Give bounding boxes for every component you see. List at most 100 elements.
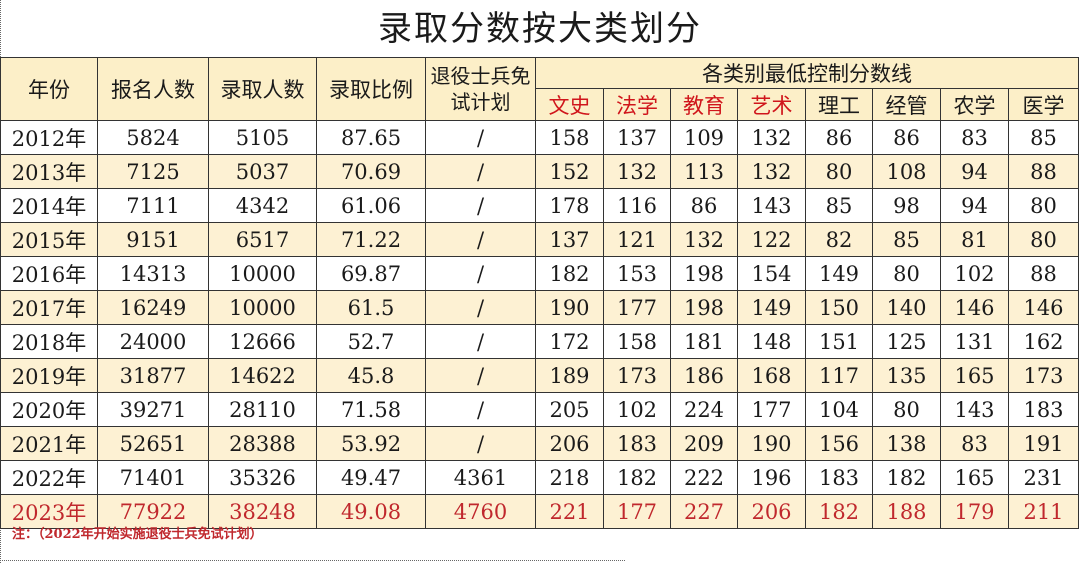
table-row: 2015年 9151 6517 71.22/137 121 132 122 82 85 81 80 xyxy=(0,222,1079,257)
score-cell: 132 xyxy=(670,222,738,257)
admitted-cell: 35326 xyxy=(208,460,317,495)
admitted-cell: 6517 xyxy=(208,222,317,257)
score-cell: 137 xyxy=(603,120,671,155)
score-cell: 154 xyxy=(737,256,806,291)
table-row: 2019年 31877 14622 45.8/189 173 186 168 117 135 16… xyxy=(0,358,1079,393)
year-cell: 2023年 xyxy=(0,494,98,529)
score-cell: 190 xyxy=(737,426,806,461)
applicants-cell: 77922 xyxy=(97,494,209,529)
header-category: 农学 xyxy=(940,88,1009,121)
score-cell: 206 xyxy=(737,494,806,529)
header-category: 教育 xyxy=(670,88,738,121)
score-cell: 177 xyxy=(603,494,671,529)
table-row: 2014年 7111 4342 61.06/178 116 86 143 85 98 94 80 xyxy=(0,188,1079,223)
score-cell: 86 xyxy=(872,120,941,155)
ratio-cell: 71.58 xyxy=(316,392,426,427)
score-cell: 183 xyxy=(1008,392,1079,427)
ratio-cell: 49.47 xyxy=(316,460,426,495)
score-cell: 132 xyxy=(737,154,806,189)
score-cell: 113 xyxy=(670,154,738,189)
table-row: 2021年 52651 28388 53.92/206 183 209 190 156 138 8… xyxy=(0,426,1079,461)
score-cell: 116 xyxy=(603,188,671,223)
table-row: 2023年 77922 38248 49.08 4760 221 177 227 206 182 1… xyxy=(0,494,1079,529)
admitted-cell: 28388 xyxy=(208,426,317,461)
score-cell: 156 xyxy=(805,426,873,461)
score-cell: 108 xyxy=(872,154,941,189)
applicants-cell: 52651 xyxy=(97,426,209,461)
score-cell: 138 xyxy=(872,426,941,461)
score-cell: 137 xyxy=(535,222,604,257)
table-row: 2012年 5824 5105 87.65/158 137 109 132 86 86 83 85 xyxy=(0,120,1079,155)
score-cell: 198 xyxy=(670,256,738,291)
score-cell: 94 xyxy=(940,188,1009,223)
score-cell: 132 xyxy=(737,120,806,155)
score-cell: 173 xyxy=(1008,358,1079,393)
score-cell: 151 xyxy=(805,324,873,359)
score-cell: 182 xyxy=(805,494,873,529)
admitted-cell: 14622 xyxy=(208,358,317,393)
score-cell: 162 xyxy=(1008,324,1079,359)
header-veteran: 退役士兵免试计划 xyxy=(425,57,536,121)
year-cell: 2017年 xyxy=(0,290,98,325)
score-cell: 85 xyxy=(872,222,941,257)
score-cell: 181 xyxy=(670,324,738,359)
score-cell: 80 xyxy=(872,256,941,291)
score-cell: 221 xyxy=(535,494,604,529)
ratio-cell: 49.08 xyxy=(316,494,426,529)
veteran-cell: / xyxy=(425,392,536,427)
applicants-cell: 9151 xyxy=(97,222,209,257)
score-cell: 83 xyxy=(940,426,1009,461)
applicants-cell: 7111 xyxy=(97,188,209,223)
score-cell: 153 xyxy=(603,256,671,291)
score-cell: 222 xyxy=(670,460,738,495)
applicants-cell: 7125 xyxy=(97,154,209,189)
year-cell: 2019年 xyxy=(0,358,98,393)
score-cell: 182 xyxy=(603,460,671,495)
header-category: 艺术 xyxy=(737,88,806,121)
score-cell: 183 xyxy=(805,460,873,495)
score-cell: 86 xyxy=(670,188,738,223)
score-cell: 122 xyxy=(737,222,806,257)
score-cell: 80 xyxy=(872,392,941,427)
veteran-cell: / xyxy=(425,222,536,257)
score-cell: 196 xyxy=(737,460,806,495)
score-cell: 80 xyxy=(1008,222,1079,257)
score-cell: 149 xyxy=(737,290,806,325)
score-cell: 211 xyxy=(1008,494,1079,529)
ratio-cell: 87.65 xyxy=(316,120,426,155)
score-cell: 143 xyxy=(940,392,1009,427)
score-cell: 190 xyxy=(535,290,604,325)
admission-table: 年份 报名人数 录取人数 录取比例 退役士兵免试计划 各类别最低控制分数线 文史… xyxy=(0,57,1079,529)
table-row: 2016年 14313 10000 69.87/182 153 198 154 149 80 10… xyxy=(0,256,1079,291)
table-row: 2018年 24000 12666 52.7/172 158 181 148 151 125 13… xyxy=(0,324,1079,359)
ratio-cell: 61.5 xyxy=(316,290,426,325)
score-cell: 146 xyxy=(940,290,1009,325)
score-cell: 165 xyxy=(940,460,1009,495)
header-category: 理工 xyxy=(805,88,873,121)
score-cell: 206 xyxy=(535,426,604,461)
veteran-cell: 4760 xyxy=(425,494,536,529)
header-score-group: 各类别最低控制分数线 xyxy=(535,57,1079,89)
applicants-cell: 31877 xyxy=(97,358,209,393)
admitted-cell: 5037 xyxy=(208,154,317,189)
score-cell: 158 xyxy=(535,120,604,155)
score-cell: 150 xyxy=(805,290,873,325)
veteran-cell: / xyxy=(425,120,536,155)
admitted-cell: 5105 xyxy=(208,120,317,155)
admitted-cell: 10000 xyxy=(208,256,317,291)
score-cell: 109 xyxy=(670,120,738,155)
year-cell: 2021年 xyxy=(0,426,98,461)
ratio-cell: 69.87 xyxy=(316,256,426,291)
score-cell: 148 xyxy=(737,324,806,359)
ratio-cell: 61.06 xyxy=(316,188,426,223)
year-cell: 2016年 xyxy=(0,256,98,291)
score-cell: 179 xyxy=(940,494,1009,529)
veteran-cell: / xyxy=(425,290,536,325)
footnote: 注：（2022年开始实施退役士兵免试计划） xyxy=(12,527,263,542)
table-row: 2017年 16249 10000 61.5/190 177 198 149 150 140 14… xyxy=(0,290,1079,325)
score-cell: 205 xyxy=(535,392,604,427)
table-row: 2020年 39271 28110 71.58/205 102 224 177 104 80 14… xyxy=(0,392,1079,427)
header-category: 医学 xyxy=(1008,88,1079,121)
ratio-cell: 70.69 xyxy=(316,154,426,189)
score-cell: 189 xyxy=(535,358,604,393)
